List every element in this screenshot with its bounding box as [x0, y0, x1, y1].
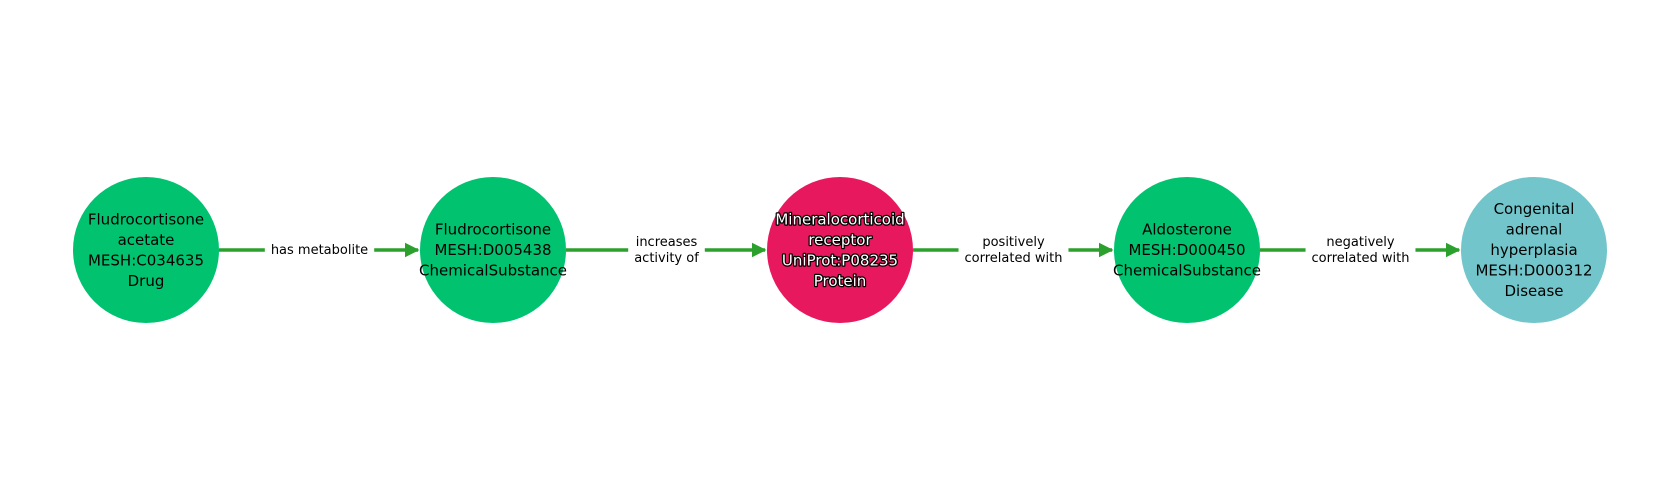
node-label-line: ChemicalSubstance — [1113, 262, 1261, 280]
node-label-line: MESH:D005438 — [434, 241, 551, 259]
edge-label-line: positively — [982, 235, 1045, 250]
edge-label-line: activity of — [634, 251, 699, 266]
node-circle — [420, 177, 566, 323]
node-circle — [1461, 177, 1607, 323]
node-label-line: MESH:D000450 — [1128, 241, 1245, 259]
node-fludrocortisone: Fludrocortisone MESH:D005438 ChemicalSubst… — [419, 177, 567, 323]
edge-label-line: negatively — [1326, 235, 1394, 250]
edge-label-line: correlated with — [965, 251, 1063, 266]
node-label-line: Fludrocortisone — [88, 210, 204, 228]
node-label-line: Mineralocorticoid — [775, 210, 904, 228]
edge-label-line: correlated with — [1312, 251, 1410, 266]
node-label-line: ChemicalSubstance — [419, 262, 567, 280]
node-circle — [73, 177, 219, 323]
node-label-line: Aldosterone — [1142, 221, 1232, 239]
node-label-line: Drug — [128, 272, 165, 290]
node-label-line: Disease — [1505, 282, 1564, 300]
node-label-line: receptor — [808, 231, 872, 249]
node-aldosterone: Aldosterone MESH:D000450 ChemicalSubstance — [1113, 177, 1261, 323]
edge-label-line: increases — [636, 235, 698, 250]
node-fludrocortisone: Fludrocortisone acetate MESH:C034635 Drug — [73, 177, 219, 323]
node-label-line: MESH:D000312 — [1475, 262, 1592, 280]
node-label-line: MESH:C034635 — [88, 251, 204, 269]
node-label-line: acetate — [118, 231, 175, 249]
node-circle — [1114, 177, 1260, 323]
node-label-line: hyperplasia — [1490, 241, 1577, 259]
node-congenital: Congenital adrenal hyperplasia MESH:D000312… — [1461, 177, 1607, 323]
edge-label-line: has metabolite — [271, 243, 368, 258]
node-label-line: Fludrocortisone — [435, 221, 551, 239]
node-label-line: adrenal — [1506, 221, 1563, 239]
node-mineralocorticoid: Mineralocorticoid receptor UniProt:P08235 P… — [767, 177, 913, 323]
nodes-layer: FludrocortisoneacetateMESH:C034635DrugFl… — [73, 177, 1607, 323]
node-label-line: UniProt:P08235 — [782, 251, 898, 269]
node-label-line: Congenital — [1494, 200, 1575, 218]
edge-has-metabolite: has metabolite — [219, 242, 420, 258]
node-circle — [767, 177, 913, 323]
node-label-line: Protein — [814, 272, 867, 290]
